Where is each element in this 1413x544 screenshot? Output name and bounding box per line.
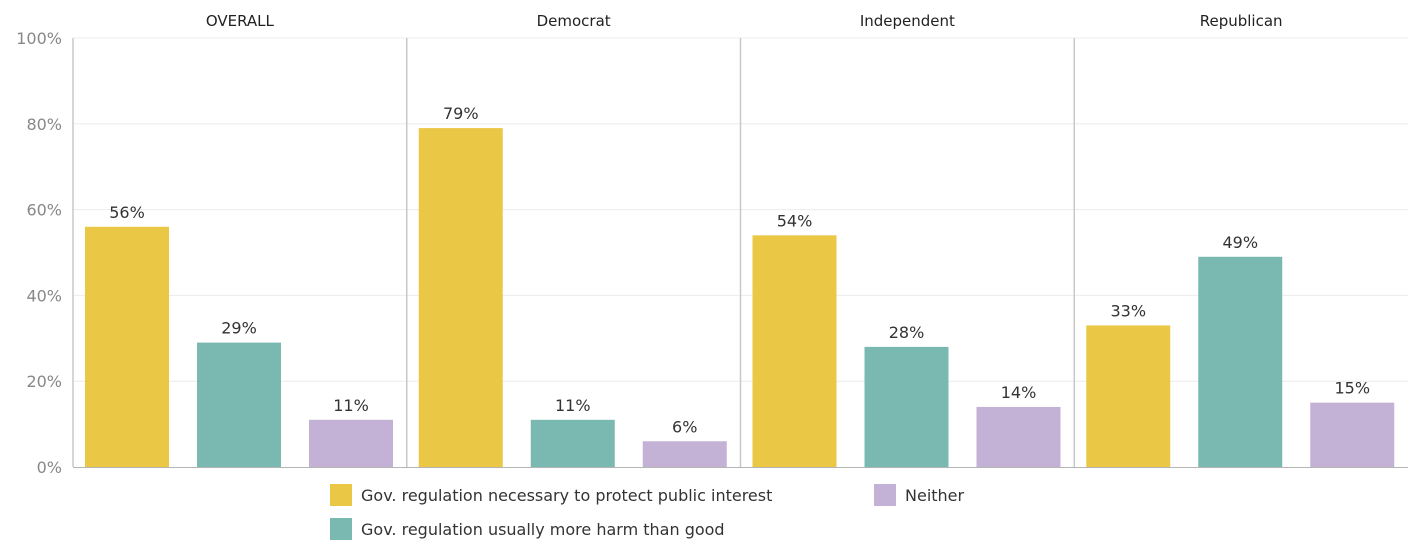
panel-title: OVERALL <box>206 12 275 30</box>
bars <box>85 128 1395 467</box>
bar <box>530 419 615 467</box>
bar <box>197 342 281 467</box>
data-label: 11% <box>555 396 591 415</box>
bar <box>1086 325 1171 467</box>
bar <box>642 441 727 467</box>
y-tick-label: 80% <box>26 115 62 134</box>
data-label: 15% <box>1334 379 1370 398</box>
bar <box>85 226 169 467</box>
bar <box>976 406 1061 467</box>
legend-label: Gov. regulation necessary to protect pub… <box>361 486 772 505</box>
y-axis: 0% 20% 40% 60% 80% 100% <box>16 29 62 477</box>
bar <box>1198 256 1283 467</box>
data-labels: 56% 79% 54% 33% 29% 11% 28% 49% 11% 6% 14% 15% <box>109 104 1370 436</box>
bar <box>752 235 837 467</box>
legend-swatch <box>330 484 352 506</box>
data-label: 79% <box>443 104 479 123</box>
bar <box>418 128 503 467</box>
data-label: 6% <box>672 417 697 436</box>
y-tick-label: 0% <box>37 458 62 477</box>
bar <box>309 419 393 467</box>
bar <box>1310 402 1395 467</box>
y-tick-label: 100% <box>16 29 62 48</box>
y-tick-label: 40% <box>26 286 62 305</box>
y-tick-label: 20% <box>26 372 62 391</box>
bar <box>864 346 949 467</box>
panel-title: Democrat <box>537 12 611 30</box>
data-label: 28% <box>889 323 925 342</box>
y-tick-label: 60% <box>26 201 62 220</box>
panel-title: Republican <box>1200 12 1283 30</box>
panel-separators <box>72 38 1075 467</box>
data-label: 33% <box>1110 301 1146 320</box>
data-label: 14% <box>1001 383 1037 402</box>
panel-titles: OVERALL Democrat Independent Republican <box>206 12 1283 30</box>
panel-title: Independent <box>860 12 955 30</box>
data-label: 54% <box>777 211 813 230</box>
legend-label: Neither <box>905 486 965 505</box>
legend-swatch <box>330 518 352 540</box>
data-label: 56% <box>109 203 145 222</box>
data-label: 49% <box>1222 233 1258 252</box>
legend-label: Gov. regulation usually more harm than g… <box>361 520 725 539</box>
data-label: 11% <box>333 396 369 415</box>
data-label: 29% <box>221 319 257 338</box>
legend: Gov. regulation necessary to protect pub… <box>330 484 965 540</box>
legend-swatch <box>874 484 896 506</box>
